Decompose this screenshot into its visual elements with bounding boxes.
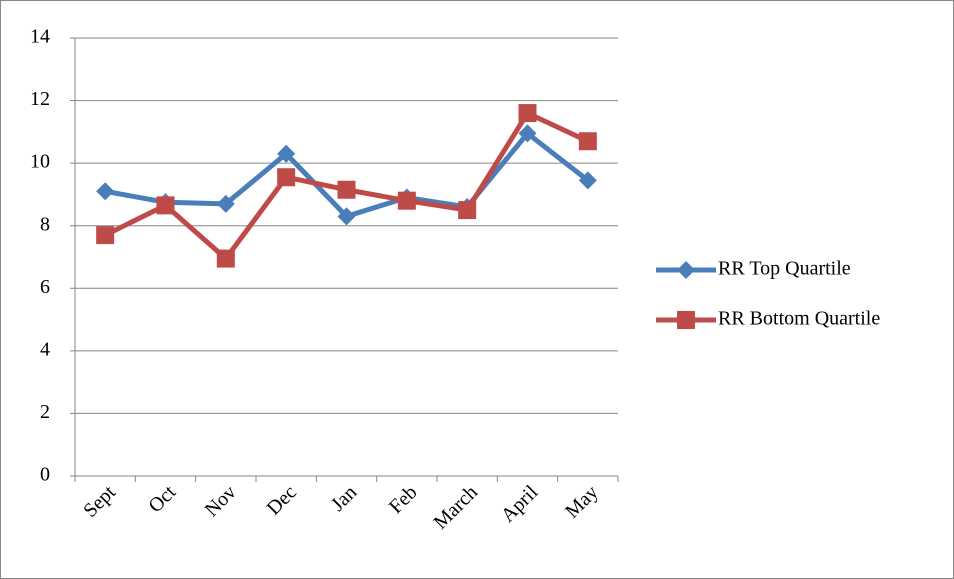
point [156, 196, 175, 215]
point [96, 182, 115, 201]
point [216, 194, 235, 213]
point [96, 226, 115, 245]
point [578, 132, 597, 151]
y-tick-label: 14 [30, 26, 50, 48]
y-tick-label: 8 [40, 213, 50, 235]
y-tick-label: 10 [30, 151, 50, 173]
point [397, 191, 416, 210]
point [578, 171, 597, 190]
point [458, 201, 477, 220]
y-tick-label: 4 [40, 338, 50, 360]
y-tick-label: 12 [30, 88, 50, 110]
point [518, 124, 537, 143]
y-tick-label: 6 [40, 276, 50, 298]
point [277, 168, 296, 187]
point [277, 144, 296, 163]
point [518, 104, 537, 123]
y-tick-label: 0 [40, 464, 50, 486]
legend-marker [677, 311, 695, 329]
point [337, 180, 356, 199]
legend-marker [677, 261, 695, 279]
point [337, 207, 356, 226]
legend-label: RR Top Quartile [718, 258, 851, 280]
y-tick-label: 2 [40, 401, 50, 423]
legend-label: RR Bottom Quartile [718, 308, 880, 330]
point [216, 249, 235, 268]
